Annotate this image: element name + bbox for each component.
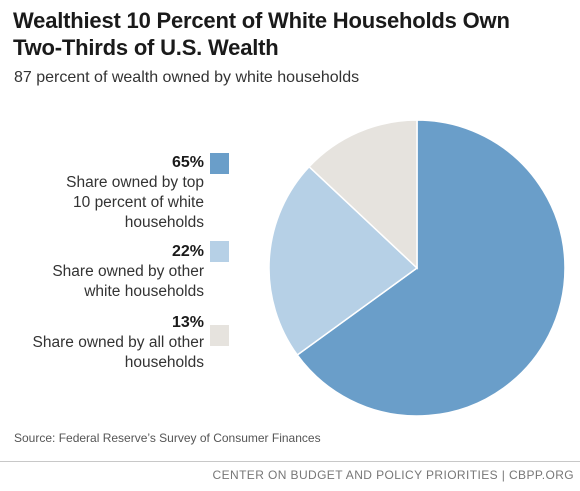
pie-slices — [268, 119, 566, 417]
legend-item-other-white: 22% Share owned by other white household… — [0, 241, 204, 302]
pie-slice-other-white — [268, 165, 419, 357]
footer-credit: CENTER ON BUDGET AND POLICY PRIORITIES |… — [212, 468, 574, 482]
title-line-2: Two-Thirds of U.S. Wealth — [13, 35, 279, 60]
chart-title: Wealthiest 10 Percent of White Household… — [13, 7, 573, 61]
legend-label-line: households — [124, 354, 204, 371]
legend-pct: 65% — [171, 154, 204, 171]
legend-item-top-10: 65% Share owned by top 10 percent of whi… — [0, 152, 204, 233]
legend-swatch-other-white — [210, 241, 229, 262]
pie-slice-top-10 — [296, 119, 566, 417]
source-note: Source: Federal Reserve’s Survey of Cons… — [14, 431, 321, 445]
legend-item-all-other: 13% Share owned by all other households — [0, 312, 204, 373]
legend-label-line: households — [124, 214, 204, 231]
legend-pct: 13% — [171, 314, 204, 331]
legend-label-line: Share owned by other — [52, 263, 204, 280]
footer-divider — [0, 461, 580, 462]
legend-label-line: Share owned by top — [66, 174, 204, 191]
legend-label-line: 10 percent of white — [73, 194, 204, 211]
chart-subtitle: 87 percent of wealth owned by white hous… — [14, 69, 360, 86]
legend-swatch-all-other — [210, 325, 229, 346]
legend-label-line: Share owned by all other — [32, 334, 204, 351]
legend-swatch-top-10 — [210, 153, 229, 174]
pie-slice-all-other — [308, 119, 418, 270]
legend-label-line: white households — [84, 283, 204, 300]
legend-pct: 22% — [171, 243, 204, 260]
title-line-1: Wealthiest 10 Percent of White Household… — [13, 8, 510, 33]
